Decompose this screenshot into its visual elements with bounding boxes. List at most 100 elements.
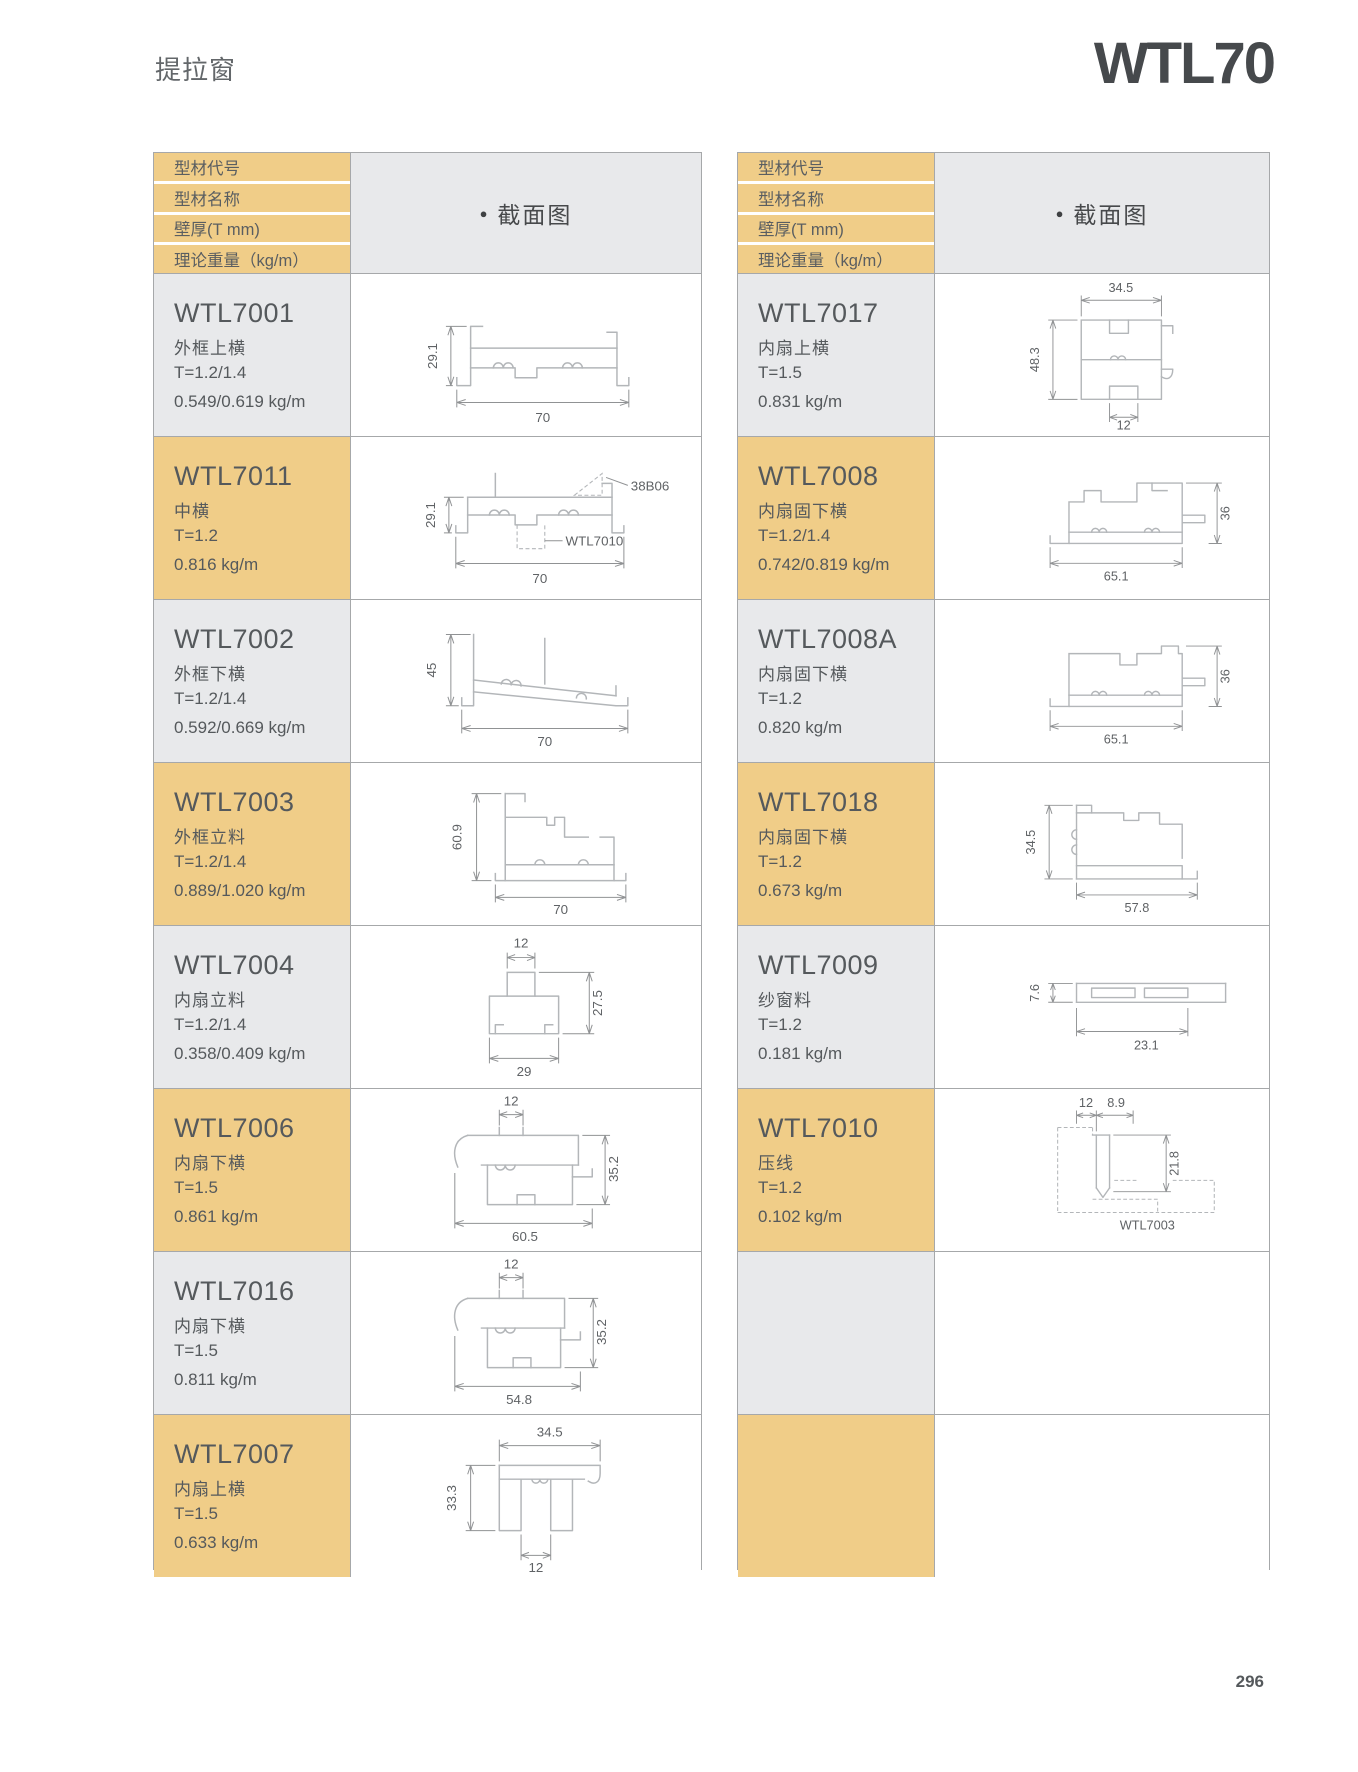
table-row: WTL7006 内扇下横 T=1.5 0.861 kg/m [154,1088,701,1251]
cross-section-diagram: 12 35.2 60.5 [453,1094,621,1244]
profile-code: WTL7002 [174,624,295,654]
profile-code: WTL7017 [758,298,879,328]
dim-label: 65.1 [1104,568,1129,583]
profile-label-cell: WTL7018 内扇固下横 T=1.2 0.673 kg/m [738,763,934,925]
profile-label-cell: WTL7016 内扇下横 T=1.5 0.811 kg/m [154,1252,350,1414]
profile-weight: 0.592/0.669 kg/m [174,717,306,737]
dim-label: 70 [553,902,568,917]
profile-weight: 0.358/0.409 kg/m [174,1043,306,1063]
dim-label: 35.2 [606,1156,621,1182]
diagram-cell-empty [934,1252,1269,1414]
table-header: 型材代号 型材名称 壁厚(T mm) 理论重量（kg/m） ● 截面图 [738,153,1269,273]
cross-section-diagram: 60.9 70 [450,792,627,917]
diagram-cell: 36 65.1 [934,600,1269,762]
diagram-cell: 12 35.2 54.8 [350,1252,701,1414]
profile-thickness: T=1.2/1.4 [758,526,831,545]
dim-label: 8.9 [1107,1095,1125,1110]
profile-name: 内扇下横 [174,1317,246,1336]
profile-weight: 0.831 kg/m [758,391,843,411]
diagram-cell: WTL7003 12 8.9 21.8 [934,1089,1269,1251]
dim-label: 65.1 [1104,731,1129,746]
dim-label: 70 [532,571,547,586]
header-cell-weight: 理论重量（kg/m） [738,245,934,273]
cross-section-diagram: 34.5 57.8 [1023,804,1199,915]
diagram-cell: 34.5 48.3 12 [934,274,1269,436]
context-profile-label: WTL7003 [1120,1217,1175,1232]
profile-code: WTL7018 [758,787,879,817]
profile-code: WTL7004 [174,950,295,980]
callout-label: WTL7010 [566,534,624,549]
dim-label: 45 [424,663,439,678]
dim-label: 21.8 [1166,1151,1181,1176]
cross-section-diagram: 38B06 WTL7010 29.1 70 [423,472,669,586]
profile-label-cell: WTL7010 压线 T=1.2 0.102 kg/m [738,1089,934,1251]
diagram-cell: 45 70 [350,600,701,762]
profile-label-cell: WTL7009 纱窗料 T=1.2 0.181 kg/m [738,926,934,1088]
profile-thickness: T=1.2/1.4 [174,1015,247,1034]
profile-label-cell: WTL7002 外框下横 T=1.2/1.4 0.592/0.669 kg/m [154,600,350,762]
dim-label: 12 [514,936,529,951]
profile-thickness: T=1.5 [174,1178,218,1197]
cross-section-diagram: 36 65.1 [1049,645,1232,746]
dim-label: 70 [537,734,552,749]
profile-thickness: T=1.2 [174,526,218,545]
table-row [738,1251,1269,1414]
profile-name: 外框立料 [174,828,246,847]
table-row [738,1414,1269,1577]
profile-thickness: T=1.2 [758,1015,802,1034]
profile-label-cell: WTL7007 内扇上横 T=1.5 0.633 kg/m [154,1415,350,1577]
profile-name: 外框下横 [174,665,246,684]
profile-weight: 0.181 kg/m [758,1043,843,1063]
profile-label-cell: WTL7011 中横 T=1.2 0.816 kg/m [154,437,350,599]
profile-name: 内扇上横 [174,1480,246,1499]
dim-label: 29.1 [423,502,438,528]
diagram-cell: 12 27.5 29 [350,926,701,1088]
diagram-cell: 38B06 WTL7010 29.1 70 [350,437,701,599]
profile-label-cell-empty [738,1252,934,1414]
header-cell-weight: 理论重量（kg/m） [154,245,350,273]
profile-weight: 0.820 kg/m [758,717,843,737]
profile-label-cell: WTL7006 内扇下横 T=1.5 0.861 kg/m [154,1089,350,1251]
cross-section-diagram: 12 35.2 54.8 [453,1257,609,1407]
dim-label: 54.8 [506,1392,532,1407]
profile-label-cell: WTL7008 内扇固下横 T=1.2/1.4 0.742/0.819 kg/m [738,437,934,599]
table-row: WTL7008A 内扇固下横 T=1.2 0.820 kg/m [738,599,1269,762]
header-cell-thickness: 壁厚(T mm) [738,214,934,246]
table-row: WTL7008 内扇固下横 T=1.2/1.4 0.742/0.819 kg/m [738,436,1269,599]
dim-label: 34.5 [1023,830,1038,855]
table-header: 型材代号 型材名称 壁厚(T mm) 理论重量（kg/m） ● 截面图 [154,153,701,273]
profile-label-cell: WTL7004 内扇立料 T=1.2/1.4 0.358/0.409 kg/m [154,926,350,1088]
profile-name: 内扇固下横 [758,665,848,684]
dim-label: 29 [517,1064,532,1079]
dim-label: 29.1 [425,343,440,369]
header-cell-code: 型材代号 [154,153,350,184]
cross-section-diagram: 36 65.1 [1049,482,1232,583]
table-row: WTL7007 内扇上横 T=1.5 0.633 kg/m [154,1414,701,1577]
profile-thickness: T=1.5 [174,1341,218,1360]
profile-weight: 0.816 kg/m [174,554,259,574]
profile-thickness: T=1.5 [174,1504,218,1523]
section-diagram-header: ● 截面图 [934,153,1269,273]
table-row: WTL7004 内扇立料 T=1.2/1.4 0.358/0.409 kg/m [154,925,701,1088]
profile-label-cell-empty [738,1415,934,1577]
dim-label: 12 [528,1560,543,1575]
header-cell-name: 型材名称 [154,183,350,215]
profile-name: 内扇固下横 [758,828,848,847]
profile-thickness: T=1.2/1.4 [174,852,247,871]
cross-section-diagram: 34.5 33.3 12 [444,1425,601,1575]
dim-label: 70 [535,410,550,425]
profile-name: 内扇固下横 [758,502,848,521]
table-row: WTL7011 中横 T=1.2 0.816 kg/m [154,436,701,599]
profile-weight: 0.102 kg/m [758,1206,843,1226]
section-diagram-header: ● 截面图 [350,153,701,273]
profile-code: WTL7003 [174,787,295,817]
profile-weight: 0.889/1.020 kg/m [174,880,306,900]
cross-section-diagram: WTL7003 12 8.9 21.8 [1057,1095,1215,1232]
profile-name: 外框上横 [174,339,246,358]
dim-label: 36 [1217,669,1232,683]
profile-name: 内扇上横 [758,339,830,358]
section-title: 截面图 [497,202,573,228]
dim-label: 57.8 [1125,900,1150,915]
bullet-icon: ● [1055,205,1066,221]
